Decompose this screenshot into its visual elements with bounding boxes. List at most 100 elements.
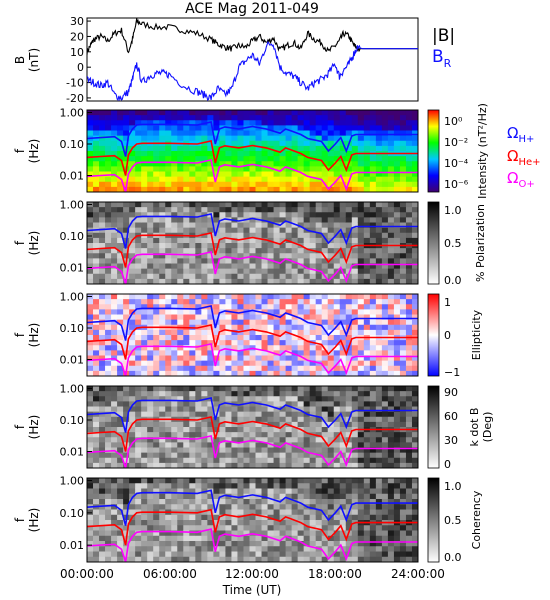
heatmap-cell: [309, 493, 317, 500]
heatmap-cell: [375, 340, 383, 346]
heatmap-cell: [171, 217, 178, 223]
heatmap-cell: [255, 140, 262, 147]
heatmap-cell: [135, 427, 142, 433]
heatmap-cell: [153, 161, 160, 167]
heatmap-cell: [105, 514, 112, 521]
heatmap-cell: [111, 406, 118, 413]
heatmap-cell: [393, 509, 401, 516]
heatmap-cell: [297, 176, 305, 183]
heatmap-cell: [105, 294, 112, 300]
heatmap-cell: [405, 546, 413, 552]
heatmap-cell: [99, 396, 106, 402]
heatmap-cell: [93, 340, 100, 346]
heatmap-cell: [189, 314, 196, 321]
heatmap-cell: [237, 207, 244, 213]
heatmap-cell: [363, 447, 371, 454]
heatmap-cell: [303, 360, 311, 367]
heatmap-cell: [111, 304, 118, 310]
heatmap-cell: [111, 514, 118, 521]
heatmap-cell: [135, 319, 142, 326]
heatmap-cell: [411, 541, 419, 547]
heatmap-cell: [165, 370, 172, 377]
heatmap-cell: [369, 396, 377, 402]
heatmap-cell: [339, 370, 347, 377]
heatmap-cell: [339, 401, 347, 407]
heatmap-cell: [381, 268, 389, 275]
heatmap-cell: [219, 421, 226, 428]
heatmap-cell: [333, 253, 341, 259]
heatmap-cell: [117, 442, 124, 448]
heatmap-cell: [399, 319, 407, 326]
heatmap-cell: [357, 386, 365, 392]
heatmap-cell: [399, 278, 407, 285]
heatmap-cell: [201, 551, 208, 558]
heatmap-cell: [363, 386, 371, 392]
heatmap-cell: [321, 525, 329, 531]
heatmap-cell: [315, 110, 323, 116]
heatmap-cell: [291, 509, 299, 516]
heatmap-cell: [111, 345, 118, 351]
heatmap-cell: [261, 273, 268, 280]
heatmap-cell: [231, 156, 238, 162]
heatmap-cell: [141, 222, 148, 229]
heatmap-cell: [393, 416, 401, 423]
heatmap-cell: [105, 525, 112, 531]
f-ytick-label: 0.01: [60, 539, 85, 552]
heatmap-cell: [123, 411, 130, 418]
heatmap-cell: [189, 304, 196, 310]
heatmap-cell: [207, 232, 214, 239]
heatmap-cell: [225, 411, 232, 418]
heatmap-cell: [393, 406, 401, 413]
heatmap-cell: [327, 335, 335, 341]
heatmap-cell: [171, 314, 178, 321]
heatmap-cell: [183, 156, 190, 162]
heatmap-cell: [93, 278, 100, 285]
heatmap-cell: [255, 499, 262, 505]
heatmap-cell: [393, 541, 401, 547]
heatmap-cell: [291, 166, 299, 172]
heatmap-cell: [177, 546, 184, 552]
heatmap-cell: [177, 365, 184, 372]
heatmap-cell: [189, 253, 196, 259]
spectral-panels: 1.000.100.01 f(Hz) 10⁰ 10⁻² 10⁻⁴ 10⁻⁶ In…: [13, 103, 494, 564]
heatmap-cell: [297, 360, 305, 367]
heatmap-cell: [393, 329, 401, 336]
heatmap-cell: [213, 551, 220, 558]
heatmap-cell: [141, 535, 148, 542]
heatmap-cell: [261, 499, 268, 505]
heatmap-cell: [291, 365, 299, 372]
heatmap-cell: [249, 237, 256, 244]
heatmap-cell: [225, 345, 232, 351]
heatmap-cell: [99, 329, 106, 336]
heatmap-cell: [183, 207, 190, 213]
heatmap-cell: [363, 488, 371, 495]
heatmap-cell: [177, 437, 184, 443]
heatmap-cell: [369, 401, 377, 407]
heatmap-cell: [261, 314, 268, 321]
heatmap-cell: [105, 520, 112, 526]
heatmap-cell: [117, 166, 124, 172]
heatmap-cell: [99, 493, 106, 500]
heatmap-cell: [93, 130, 100, 137]
heatmap-cell: [225, 304, 232, 310]
heatmap-cell: [213, 535, 220, 542]
time-tick-3: 18:00:00: [308, 567, 362, 581]
heatmap-cell: [207, 421, 214, 428]
panel-polarization-frame: [86, 201, 419, 285]
heatmap-cell: [261, 556, 268, 563]
heatmap-cell: [177, 462, 184, 469]
heatmap-cell: [207, 447, 214, 454]
heatmap-cell: [399, 556, 407, 563]
heatmap-cell: [255, 488, 262, 495]
heatmap-cell: [129, 478, 136, 484]
heatmap-cell: [387, 355, 395, 362]
heatmap-cell: [309, 176, 317, 183]
heatmap-cell: [315, 355, 323, 362]
heatmap-cell: [189, 202, 196, 208]
heatmap-cell: [255, 258, 262, 264]
heatmap-cell: [333, 145, 341, 152]
heatmap-cell: [411, 462, 419, 469]
gyro-line-he-plus: [86, 508, 418, 546]
colorbar-wave-normal-label-main: k dot B: [468, 408, 481, 447]
